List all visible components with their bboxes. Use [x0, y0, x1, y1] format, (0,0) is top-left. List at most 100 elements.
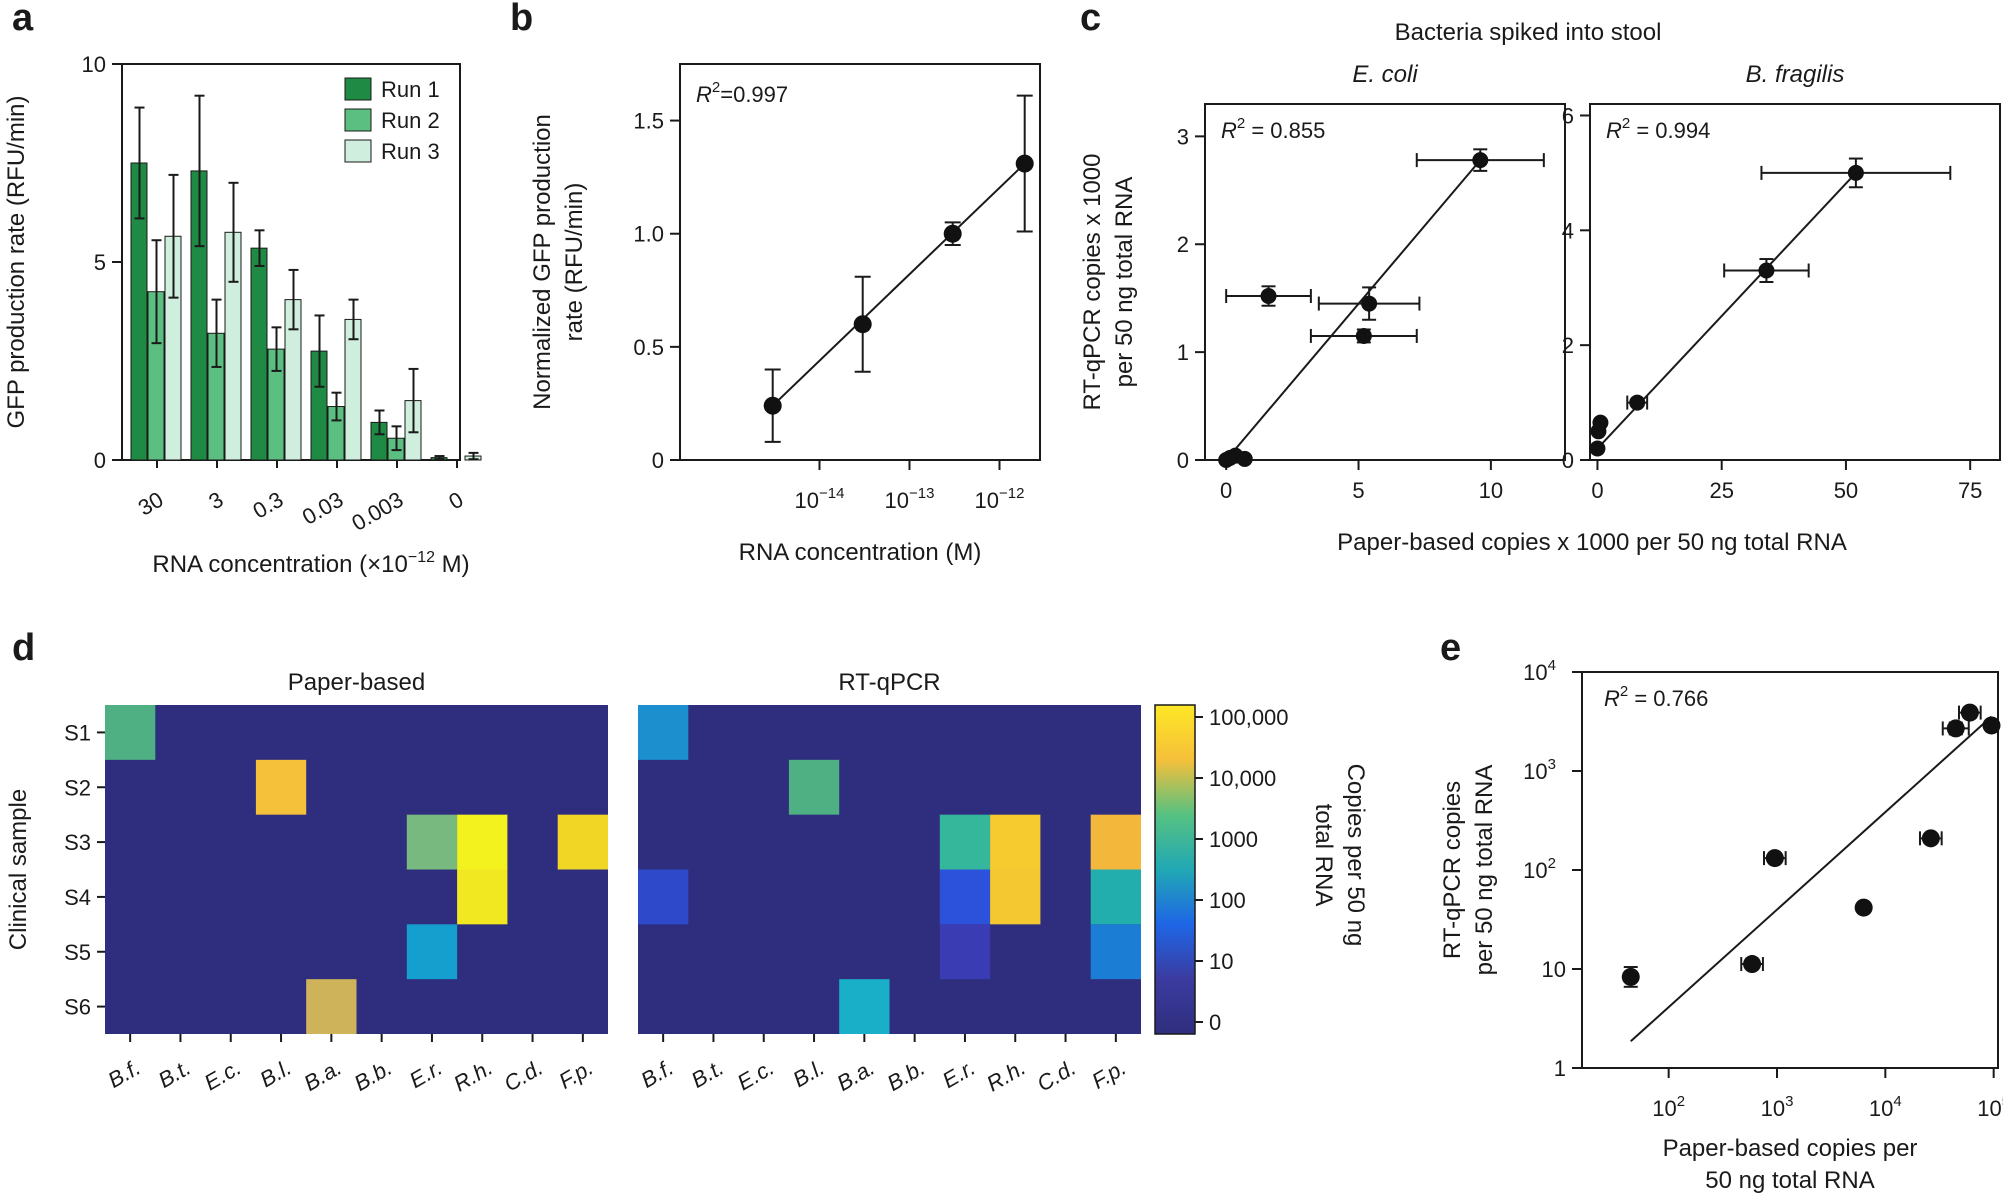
panel-label-a: a — [12, 0, 34, 39]
error-bar — [228, 181, 239, 283]
r-squared-label: R2 = 0.766 — [1604, 683, 1708, 711]
y-tick-label: 4 — [1562, 218, 1574, 243]
row-label: S5 — [64, 940, 91, 965]
data-point — [1758, 262, 1775, 279]
panel-c-suptitle: Bacteria spiked into stool — [1395, 19, 1662, 46]
y-axis-label-line1: RT-qPCR copies x 1000 — [1079, 153, 1106, 410]
x-axis-label-line2: 50 ng total RNA — [1705, 1167, 1874, 1194]
error-bar — [374, 409, 385, 436]
y-tick-label: 10 — [1542, 957, 1566, 982]
x-tick-label: 10−14 — [795, 485, 845, 513]
y-tick-label: 0 — [94, 448, 106, 473]
y-axis-label: Clinical sample — [5, 789, 32, 950]
data-point — [1589, 440, 1606, 457]
row-label: S1 — [64, 720, 91, 745]
column-label: F.p. — [554, 1055, 597, 1094]
fit-line — [772, 162, 1026, 407]
heatmap-cell — [255, 759, 307, 815]
column-label: B.t. — [687, 1055, 728, 1093]
x-tick-label: 3 — [204, 487, 227, 515]
colorbar-tick-label: 100 — [1209, 888, 1246, 913]
data-point — [1946, 719, 1965, 738]
y-tick-label: 0 — [1562, 448, 1574, 473]
y-axis-label-line2: per 50 ng total RNA — [1111, 177, 1138, 388]
row-label: S6 — [64, 995, 91, 1020]
y-tick-label: 2 — [1177, 232, 1189, 257]
x-tick-label: 0 — [444, 487, 467, 515]
data-point — [853, 315, 872, 334]
y-tick-label: 6 — [1562, 103, 1574, 128]
row-label: S3 — [64, 830, 91, 855]
data-point — [1960, 703, 1979, 722]
data-point — [1765, 849, 1784, 868]
error-bar — [331, 391, 342, 422]
heatmap-cell — [406, 924, 458, 980]
legend-label: Run 1 — [381, 77, 440, 102]
subplot-frame — [1589, 103, 2001, 461]
plot-frame — [679, 63, 1041, 461]
y-tick-label: 1.0 — [633, 222, 664, 247]
data-point — [1355, 327, 1372, 344]
bar — [344, 318, 362, 461]
y-tick-label: 104 — [1523, 657, 1556, 685]
fit-line — [1630, 715, 1993, 1043]
column-label: B.f. — [637, 1055, 678, 1093]
error-bar — [314, 314, 325, 388]
data-point — [763, 396, 782, 415]
bar — [250, 247, 268, 461]
column-label: E.r. — [405, 1055, 446, 1093]
r-squared-label: R2 = 0.855 — [1221, 115, 1325, 143]
x-tick-label: 30 — [134, 487, 168, 521]
y-tick-label: 2 — [1562, 333, 1574, 358]
colorbar-label-line1: Copies per 50 ng — [1342, 764, 1369, 947]
heatmap-title: RT-qPCR — [838, 669, 940, 696]
heatmap-cell — [788, 759, 840, 815]
y-tick-label: 1 — [1554, 1056, 1566, 1081]
column-label: B.f. — [104, 1055, 145, 1093]
column-label: B.b. — [350, 1055, 396, 1096]
x-tick-label: 10 — [1479, 478, 1503, 503]
x-axis-label-line1: Paper-based copies per — [1663, 1135, 1918, 1162]
plot-frame — [1581, 671, 1999, 1069]
y-tick-label: 1.5 — [633, 109, 664, 134]
heatmap-cell — [638, 705, 689, 760]
error-bar — [288, 268, 299, 331]
heatmap-cell — [306, 979, 357, 1034]
heatmap-title: Paper-based — [288, 669, 425, 696]
subplot-title: B. fragilis — [1746, 61, 1845, 88]
column-label: C.d. — [1033, 1055, 1080, 1097]
y-axis-label-line1: Normalized GFP production — [529, 114, 556, 410]
data-point — [1629, 394, 1646, 411]
error-bar — [211, 298, 222, 368]
data-point — [943, 224, 962, 243]
legend-label: Run 2 — [381, 108, 440, 133]
x-tick-label: 5 — [1352, 478, 1364, 503]
x-tick-label: 105 — [1977, 1093, 2003, 1121]
heatmap-cell — [1090, 869, 1141, 925]
y-axis-label-line2: rate (RFU/min) — [561, 183, 588, 342]
y-tick-label: 1 — [1177, 340, 1189, 365]
data-point — [1592, 414, 1609, 431]
legend-swatch — [344, 77, 372, 101]
colorbar-tick-label: 0 — [1209, 1010, 1221, 1035]
y-tick-label: 103 — [1523, 756, 1556, 784]
x-tick-label: 0 — [1220, 478, 1232, 503]
x-tick-label: 10−13 — [885, 485, 935, 513]
column-label: E.c. — [733, 1055, 778, 1096]
x-tick-label: 0.003 — [347, 487, 407, 536]
subplot-frame — [1204, 103, 1566, 461]
row-label: S2 — [64, 775, 91, 800]
colorbar — [1154, 704, 1196, 1035]
panel-label-d: d — [12, 627, 35, 669]
error-bar — [271, 326, 282, 372]
error-bar — [408, 367, 419, 434]
error-bar — [254, 229, 265, 267]
y-tick-label: 102 — [1523, 855, 1556, 883]
data-point — [1236, 450, 1253, 467]
error-bar — [391, 425, 402, 452]
heatmap-cell — [105, 705, 156, 760]
data-point — [1361, 295, 1378, 312]
error-bar — [151, 239, 162, 345]
y-axis-label-line1: RT-qPCR copies — [1439, 781, 1466, 959]
y-tick-label: 0.5 — [633, 335, 664, 360]
